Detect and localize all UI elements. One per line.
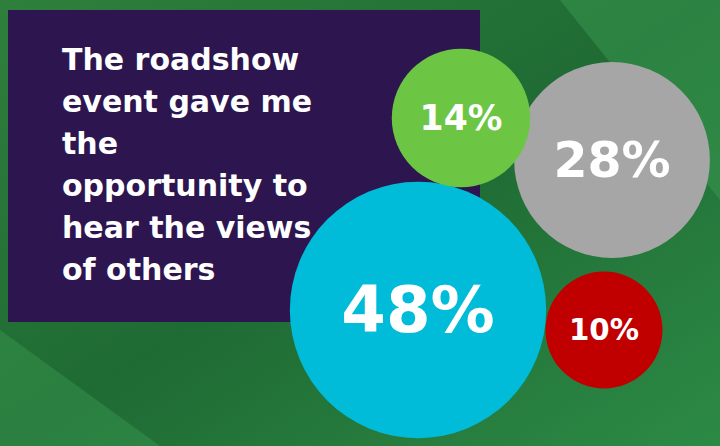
- svg-text:14%: 14%: [420, 98, 503, 138]
- svg-text:of others: of others: [62, 252, 215, 287]
- svg-text:event gave me: event gave me: [62, 84, 312, 119]
- svg-text:The roadshow: The roadshow: [62, 42, 299, 77]
- svg-text:48%: 48%: [341, 273, 494, 347]
- svg-text:the: the: [62, 126, 118, 161]
- svg-text:10%: 10%: [569, 313, 639, 347]
- svg-text:hear the views: hear the views: [62, 210, 311, 245]
- svg-text:28%: 28%: [553, 132, 670, 189]
- svg-text:opportunity to: opportunity to: [62, 168, 308, 203]
